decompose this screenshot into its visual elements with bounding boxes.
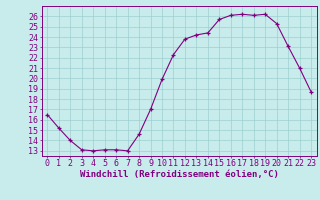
X-axis label: Windchill (Refroidissement éolien,°C): Windchill (Refroidissement éolien,°C) (80, 170, 279, 179)
